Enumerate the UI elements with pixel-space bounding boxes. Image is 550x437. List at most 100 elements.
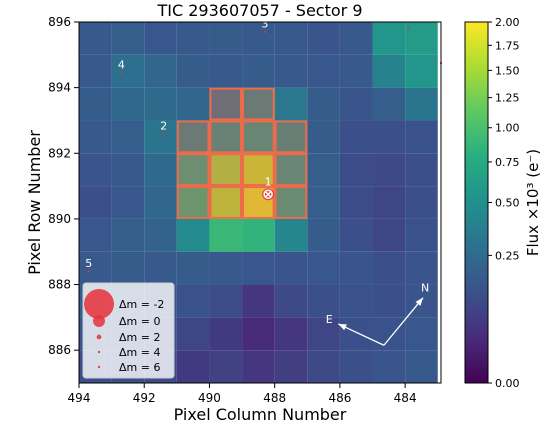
pixel-cell [144,87,177,121]
aperture-pixel [242,153,275,187]
pixel-cell [405,218,438,252]
legend-marker [97,365,101,369]
x-axis-label: Pixel Column Number [174,405,347,424]
target-ring [263,189,273,200]
pixel-cell [79,251,112,285]
pixel-cell [176,317,210,351]
x-tick-label: 492 [133,391,156,405]
pixel-cell [372,22,406,55]
colorbar-tick-label: 1.50 [495,64,520,77]
pixel-cell [339,120,373,154]
aperture-pixel [274,153,308,187]
pixel-cell [144,120,177,154]
target-cross-icon [265,191,272,198]
pixel-cell [176,251,210,285]
pixel-cell [79,186,112,219]
pixel-cell [242,22,275,55]
legend-entry-label: Δm = 6 [119,361,160,374]
pixel-cell [274,87,308,121]
pixel-cell [339,153,373,187]
pixel-cell [372,317,406,351]
aperture-pixel [176,186,210,219]
pixel-cell [307,153,340,187]
pixel-cell [209,350,243,383]
pixel-cell [242,153,275,187]
pixel-cell [339,251,373,285]
pixel-cell [274,186,308,219]
pixel-cell [79,54,112,88]
pixel-cell [111,22,145,55]
pixel-cell [209,218,243,252]
pixel-cell [176,120,210,154]
legend-marker [93,315,105,327]
pixel-cell [242,87,275,121]
pixel-cell [209,22,243,55]
pixel-cell [79,120,112,154]
pixel-cell [274,54,308,88]
aperture-pixel [209,153,243,187]
pixel-cell [274,153,308,187]
aperture-pixel [209,186,243,219]
colorbar-tick-label: 1.25 [495,92,520,105]
aperture-mask [176,87,308,219]
pixel-cell [176,284,210,318]
pixel-cell [372,54,406,88]
pixel-cell [242,218,275,252]
aperture-pixel [209,87,243,121]
pixel-cell [274,22,308,55]
pixel-cell [209,251,243,285]
pixel-cell [176,350,210,383]
pixel-cell [111,54,145,88]
pixel-cell [339,87,373,121]
pixel-cell [144,251,177,285]
pixel-cell [144,153,177,187]
pixel-cell [242,54,275,88]
plot-frame [78,21,442,384]
aperture-pixel [209,120,243,154]
colorbar-label: Flux ×10³ (e⁻) [524,149,542,256]
x-tick-label: 490 [198,391,221,405]
compass: NE [326,282,429,346]
x-tick-label: 494 [68,391,91,405]
pixel-cell [405,120,438,154]
colorbar-tick-label: 0.25 [495,249,520,262]
aperture-pixel [176,120,210,154]
colorbar-tick-label: 1.75 [495,39,520,52]
pixel-cell [339,317,373,351]
pixel-cell [79,153,112,187]
y-tick-label: 890 [48,212,71,226]
pixel-cell [274,251,308,285]
pixel-cell [307,350,340,383]
pixel-cell [274,218,308,252]
star-label: 5 [85,257,92,270]
star-marker [407,27,410,30]
colorbar-tick-label: 0.00 [495,377,520,390]
pixel-cell [242,251,275,285]
legend-entry-label: Δm = -2 [119,298,164,311]
pixel-cell [405,350,438,383]
y-tick-label: 896 [48,15,71,29]
pixel-cell [209,186,243,219]
pixel-cell [111,87,145,121]
pixel-cell [307,218,340,252]
pixel-cell [209,120,243,154]
pixel-cell [209,153,243,187]
star-label: 4 [118,59,125,72]
y-tick-label: 888 [48,278,71,292]
pixel-cell [307,54,340,88]
pixel-cell [307,317,340,351]
pixel-cell [372,186,406,219]
pixel-cell [111,186,145,219]
pixel-cell [339,186,373,219]
pixel-cell [372,284,406,318]
y-tick-label: 892 [48,146,71,160]
pixel-cell [405,22,438,55]
aperture-pixel [274,186,308,219]
pixel-cell [372,350,406,383]
pixel-cell [111,153,145,187]
y-axis-label: Pixel Row Number [25,130,44,275]
star-marker [87,270,90,273]
pixel-grid [79,22,438,383]
pixel-cell [242,284,275,318]
pixel-cell [111,120,145,154]
